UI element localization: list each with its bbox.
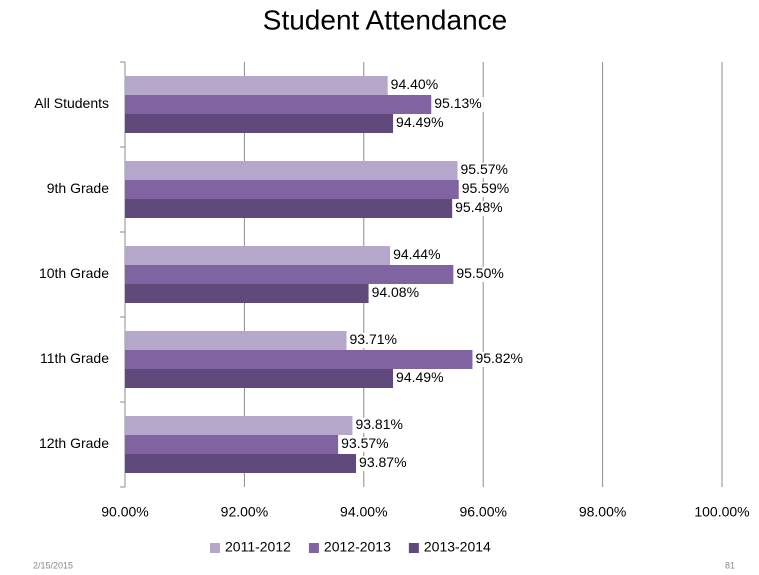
category-label: 10th Grade [39,265,109,281]
legend-label: 2011-2012 [225,539,291,555]
value-label: 94.40% [391,76,438,92]
bar [125,95,432,114]
footer-date: 2/15/2015 [33,560,73,570]
label-bg [459,182,512,197]
x-tick-label: 94.00% [340,504,387,520]
value-label: 94.08% [372,284,419,300]
value-label: 95.57% [461,161,508,177]
x-tick-label: 98.00% [579,504,626,520]
category-label: 12th Grade [39,435,109,451]
bar [125,76,388,95]
bar [125,265,454,284]
legend-swatch [408,543,419,553]
bar [125,199,453,218]
value-label: 94.49% [396,114,443,130]
bar [125,369,394,388]
label-bg [353,418,405,433]
category-label: 11th Grade [40,350,109,366]
bar [125,284,369,303]
label-bg [394,371,446,386]
legend-swatch [308,543,319,553]
page-number: 81 [725,560,735,570]
label-bg [357,456,409,471]
label-bg [432,97,484,112]
label-bg [473,352,525,367]
value-label: 94.44% [393,246,440,262]
label-bg [454,267,506,282]
label-bg [391,248,443,263]
x-tick-label: 90.00% [101,504,148,520]
category-label: 9th Grade [47,180,109,196]
bar [125,416,353,435]
value-label: 95.13% [434,95,481,111]
bar [125,114,394,133]
label-bg [453,201,505,216]
legend-swatch [210,543,220,553]
label-bg [369,286,422,301]
value-label: 95.48% [455,199,502,215]
value-label: 93.71% [349,331,396,347]
label-bg [347,333,399,348]
category-label: All Students [34,95,109,111]
legend-label: 2013-2014 [424,539,491,555]
chart-title: Student Attendance [263,4,507,35]
bar [125,180,459,199]
label-bg [394,116,446,131]
x-tick-label: 92.00% [221,504,268,520]
label-bg [388,78,441,93]
bar [125,246,391,265]
value-label: 95.82% [475,350,522,366]
bar [125,161,458,180]
value-label: 93.57% [341,435,388,451]
value-label: 93.81% [355,416,402,432]
x-tick-label: 96.00% [459,504,506,520]
bar [125,331,347,350]
label-bg [458,163,511,178]
x-tick-label: 100.00% [694,504,749,520]
legend-label: 2012-2013 [324,539,391,555]
bar [125,435,339,454]
value-label: 95.59% [462,180,509,196]
bar [125,454,357,473]
label-bg [339,437,391,452]
value-label: 94.49% [396,369,443,385]
value-label: 93.87% [359,454,406,470]
value-label: 95.50% [456,265,503,281]
bar [125,350,473,369]
